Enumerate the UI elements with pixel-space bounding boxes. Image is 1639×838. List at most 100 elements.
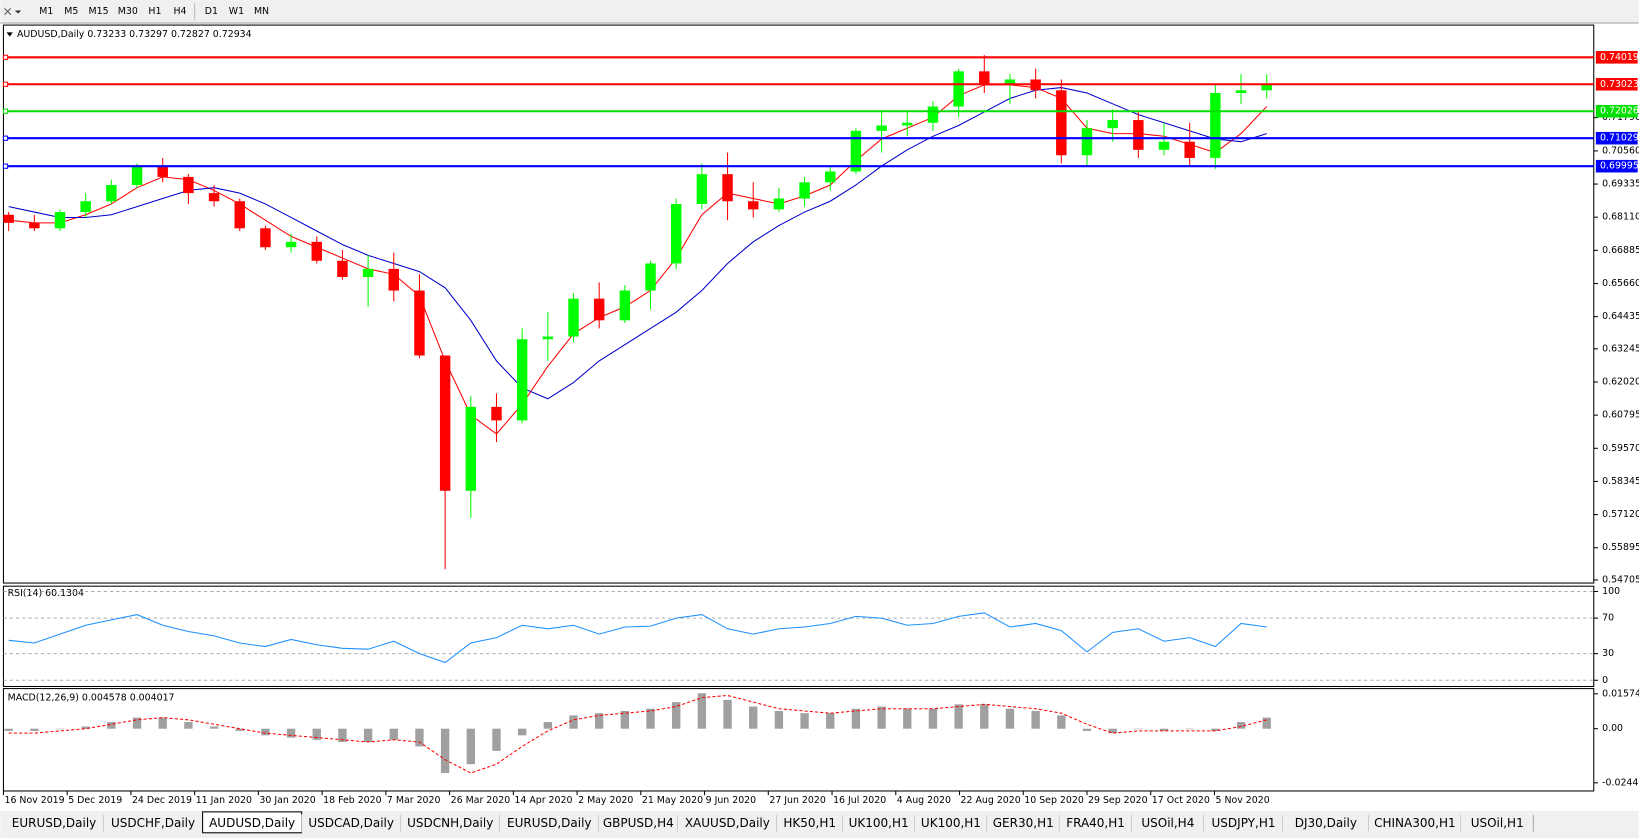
x-tick-label: 9 Jun 2020	[706, 795, 757, 806]
tab[interactable]: USDJPY,H1	[1212, 816, 1276, 830]
candle-body	[131, 166, 143, 185]
macd-bar	[1031, 710, 1040, 729]
x-tick-label: 27 Jun 2020	[769, 795, 826, 806]
candle-body	[362, 268, 374, 278]
y-tick-label: 0.64435	[1602, 311, 1639, 322]
macd-bar	[1005, 708, 1015, 729]
tab-background	[499, 813, 599, 833]
macd-bar	[466, 728, 475, 765]
candle-body	[1081, 128, 1093, 156]
macd-bar	[4, 728, 13, 731]
collapse-icon[interactable]	[6, 32, 13, 37]
tool-dropdown[interactable]	[14, 10, 22, 14]
y-tick-label: 0.57120	[1602, 509, 1639, 520]
tab[interactable]: FRA40,H1	[1066, 816, 1125, 830]
tab-background	[987, 813, 1060, 833]
candle-body	[285, 241, 297, 248]
level-handle[interactable]	[2, 108, 9, 114]
tab-background	[1204, 813, 1284, 833]
tab[interactable]: EURUSD,Daily	[507, 816, 592, 830]
macd-bar	[235, 728, 244, 731]
timeframe-button[interactable]: MN	[254, 6, 269, 17]
timeframe-button[interactable]: D1	[205, 6, 218, 17]
tab-background	[4, 813, 104, 833]
macd-bar	[646, 708, 655, 729]
main-panel	[2, 24, 1595, 584]
candle-body	[696, 174, 708, 204]
x-tick-label: 5 Dec 2019	[68, 795, 122, 806]
tab[interactable]: DJ30,Daily	[1295, 816, 1357, 830]
y-tick-label: 0.58345	[1602, 476, 1639, 487]
tab[interactable]: CHINA300,H1	[1374, 816, 1456, 830]
timeframe-button[interactable]: H1	[148, 6, 161, 17]
macd-bar	[697, 693, 707, 729]
tab-background	[1461, 813, 1534, 833]
macd-bar	[749, 706, 758, 729]
timeframe-button[interactable]: M30	[118, 6, 138, 17]
candle-body	[1235, 90, 1247, 93]
macd-bar	[851, 708, 861, 729]
macd-bar	[800, 713, 809, 729]
x-tick-label: 17 Oct 2020	[1152, 795, 1210, 806]
timeframe-button[interactable]: W1	[229, 6, 244, 17]
y-tick-label: 70	[1602, 613, 1614, 624]
y-tick-label: 0.54705	[1602, 574, 1639, 585]
macd-bar	[620, 710, 630, 729]
macd-bar	[492, 728, 501, 751]
candle-body	[619, 290, 631, 321]
level-handle[interactable]	[2, 81, 9, 87]
macd-bar	[569, 715, 578, 729]
level-handle[interactable]	[2, 135, 9, 141]
y-tick-label: 0.60795	[1602, 410, 1639, 421]
macd-bar	[543, 722, 553, 729]
x-tick-label: 22 Aug 2020	[961, 795, 1021, 806]
tab-background	[842, 813, 915, 833]
macd-bar	[184, 722, 193, 729]
tab[interactable]: USDCNH,Daily	[407, 816, 493, 830]
x-tick-label: 29 Sep 2020	[1088, 795, 1148, 806]
tab-background	[914, 813, 988, 833]
candle-body	[927, 106, 939, 123]
x-tick-label: 14 Apr 2020	[514, 795, 572, 806]
tab[interactable]: UK100,H1	[921, 816, 981, 830]
rsi-panel	[2, 585, 1595, 688]
tab[interactable]: USOil,H4	[1141, 816, 1194, 830]
candle-body	[747, 201, 759, 210]
tab-background	[400, 813, 500, 833]
timeframe-button[interactable]: H4	[174, 6, 187, 17]
candle-body	[1107, 120, 1118, 129]
macd-bar	[1211, 728, 1220, 731]
tab[interactable]: HK50,H1	[783, 816, 836, 830]
tab[interactable]: USDCHF,Daily	[111, 816, 195, 830]
y-tick-label: 0.62020	[1602, 376, 1639, 387]
tab[interactable]: UK100,H1	[849, 816, 909, 830]
tab[interactable]: XAUUSD,Daily	[685, 816, 770, 830]
candle-body	[388, 268, 400, 291]
tab[interactable]: GER30,H1	[993, 816, 1054, 830]
tab[interactable]: GBPUSD,H4	[603, 816, 674, 830]
timeframe-button[interactable]: M15	[88, 6, 108, 17]
macd-bar	[826, 713, 835, 729]
tab[interactable]: USDCAD,Daily	[308, 816, 394, 830]
candle-body	[953, 71, 964, 107]
candle-body	[876, 125, 887, 131]
tool-icon[interactable]	[4, 7, 12, 15]
x-tick-label: 26 Mar 2020	[451, 795, 511, 806]
tab[interactable]: USOil,H1	[1471, 816, 1524, 830]
timeframe-button[interactable]: M1	[39, 6, 53, 17]
x-tick-label: 16 Jul 2020	[833, 795, 886, 806]
tab[interactable]: AUDUSD,Daily	[209, 816, 295, 830]
candle-body	[234, 201, 245, 229]
x-tick-label: 7 Mar 2020	[387, 795, 441, 806]
macd-bar	[81, 726, 90, 729]
macd-bar	[389, 728, 398, 740]
candle-body	[542, 336, 554, 340]
candle-body	[465, 406, 477, 491]
y-tick-label: 30	[1602, 648, 1614, 659]
macd-bar	[877, 706, 886, 729]
timeframe-button[interactable]: M5	[64, 6, 78, 17]
level-handle[interactable]	[2, 163, 9, 169]
candle-body	[902, 122, 913, 126]
tab[interactable]: EURUSD,Daily	[12, 816, 97, 830]
level-handle[interactable]	[2, 54, 9, 60]
